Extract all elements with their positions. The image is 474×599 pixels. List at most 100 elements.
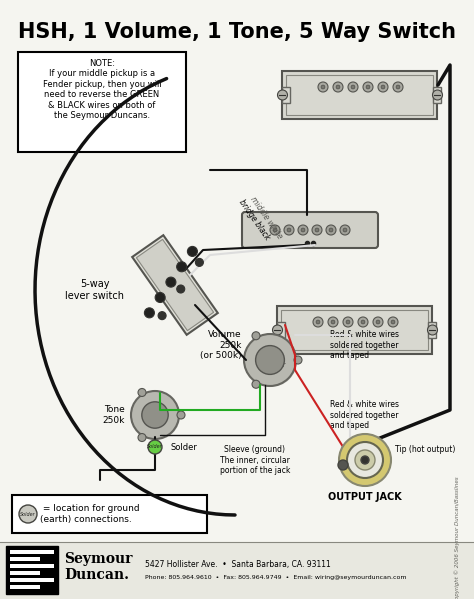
Circle shape xyxy=(270,225,280,235)
Circle shape xyxy=(155,292,165,302)
Bar xyxy=(6,546,58,594)
Circle shape xyxy=(158,311,166,320)
Circle shape xyxy=(373,317,383,327)
Bar xyxy=(10,557,40,561)
Circle shape xyxy=(148,440,162,454)
Circle shape xyxy=(338,460,348,470)
Text: Red & white wires
soldered together
and taped: Red & white wires soldered together and … xyxy=(330,330,399,360)
Circle shape xyxy=(391,320,395,324)
Circle shape xyxy=(343,317,353,327)
Bar xyxy=(434,87,441,103)
Circle shape xyxy=(138,434,146,441)
Circle shape xyxy=(428,325,438,335)
Circle shape xyxy=(177,285,185,293)
Circle shape xyxy=(339,434,391,486)
Circle shape xyxy=(378,82,388,92)
Text: 5427 Hollister Ave.  •  Santa Barbara, CA. 93111: 5427 Hollister Ave. • Santa Barbara, CA.… xyxy=(145,559,331,568)
Text: Solder: Solder xyxy=(20,512,36,516)
Circle shape xyxy=(316,320,320,324)
Circle shape xyxy=(361,456,369,464)
Circle shape xyxy=(177,411,185,419)
Circle shape xyxy=(376,320,380,324)
Circle shape xyxy=(388,317,398,327)
Text: Red & white wires
soldered together
and taped: Red & white wires soldered together and … xyxy=(330,400,399,430)
Circle shape xyxy=(294,356,302,364)
Bar xyxy=(12,495,207,533)
Circle shape xyxy=(277,90,288,100)
Circle shape xyxy=(187,246,197,256)
Text: Tip (hot output): Tip (hot output) xyxy=(395,446,456,455)
FancyBboxPatch shape xyxy=(277,306,432,354)
Bar xyxy=(10,571,40,575)
Circle shape xyxy=(142,402,168,428)
Circle shape xyxy=(273,228,277,232)
Circle shape xyxy=(333,82,343,92)
Circle shape xyxy=(19,505,37,523)
Circle shape xyxy=(363,82,373,92)
Circle shape xyxy=(195,258,203,267)
Circle shape xyxy=(348,82,358,92)
Text: = location for ground
(earth) connections.: = location for ground (earth) connection… xyxy=(40,504,140,524)
Circle shape xyxy=(336,85,340,89)
Circle shape xyxy=(244,334,296,386)
Circle shape xyxy=(361,320,365,324)
Text: HSH, 1 Volume, 1 Tone, 5 Way Switch: HSH, 1 Volume, 1 Tone, 5 Way Switch xyxy=(18,22,456,42)
Text: Solder: Solder xyxy=(264,362,286,368)
Text: middle white: middle white xyxy=(248,195,284,241)
Circle shape xyxy=(245,335,297,387)
Circle shape xyxy=(301,228,305,232)
Text: Duncan.: Duncan. xyxy=(64,568,129,582)
Bar xyxy=(428,322,437,338)
Circle shape xyxy=(166,277,176,287)
Circle shape xyxy=(313,317,323,327)
Text: Seymour: Seymour xyxy=(64,552,132,566)
Circle shape xyxy=(298,225,308,235)
Circle shape xyxy=(329,228,333,232)
Circle shape xyxy=(343,228,347,232)
Circle shape xyxy=(131,391,179,439)
Circle shape xyxy=(346,320,350,324)
Text: Solder: Solder xyxy=(147,444,163,449)
FancyBboxPatch shape xyxy=(283,71,438,119)
FancyBboxPatch shape xyxy=(242,212,378,248)
Bar xyxy=(283,87,291,103)
Circle shape xyxy=(252,332,260,340)
Circle shape xyxy=(273,325,283,335)
Bar xyxy=(137,240,214,331)
Circle shape xyxy=(355,450,375,470)
Circle shape xyxy=(252,380,260,388)
Circle shape xyxy=(351,85,355,89)
Text: Copyright © 2006 Seymour Duncan/Basslines: Copyright © 2006 Seymour Duncan/Bassline… xyxy=(455,477,460,599)
Circle shape xyxy=(284,225,294,235)
Circle shape xyxy=(145,308,155,318)
Text: 5-way
lever switch: 5-way lever switch xyxy=(65,279,125,301)
Circle shape xyxy=(312,225,322,235)
Text: bridge black: bridge black xyxy=(237,198,272,242)
Text: OUTPUT JACK: OUTPUT JACK xyxy=(328,492,402,502)
Text: Solder: Solder xyxy=(171,443,198,452)
Bar xyxy=(10,578,54,582)
Circle shape xyxy=(138,389,146,397)
Text: Volume
250k
(or 500k): Volume 250k (or 500k) xyxy=(201,330,242,360)
Circle shape xyxy=(340,225,350,235)
Bar xyxy=(286,75,434,115)
Bar xyxy=(18,52,186,152)
Circle shape xyxy=(177,262,187,272)
Circle shape xyxy=(432,90,443,100)
Circle shape xyxy=(396,85,400,89)
Bar xyxy=(282,310,428,350)
Circle shape xyxy=(366,85,370,89)
Circle shape xyxy=(358,317,368,327)
Bar xyxy=(10,564,54,568)
Bar xyxy=(277,322,285,338)
Circle shape xyxy=(328,317,338,327)
Text: NOTE:
If your middle pickup is a
Fender pickup, then you will
need to reverse th: NOTE: If your middle pickup is a Fender … xyxy=(43,59,161,120)
Circle shape xyxy=(318,82,328,92)
Bar xyxy=(10,585,40,589)
Circle shape xyxy=(132,392,180,440)
Text: Phone: 805.964.9610  •  Fax: 805.964.9749  •  Email: wiring@seymourduncan.com: Phone: 805.964.9610 • Fax: 805.964.9749 … xyxy=(145,574,407,579)
Text: Tone
250k: Tone 250k xyxy=(103,406,125,425)
Circle shape xyxy=(255,346,284,374)
Bar xyxy=(0,542,474,599)
Text: Sleeve (ground)
The inner, circular
portion of the jack: Sleeve (ground) The inner, circular port… xyxy=(220,445,290,475)
